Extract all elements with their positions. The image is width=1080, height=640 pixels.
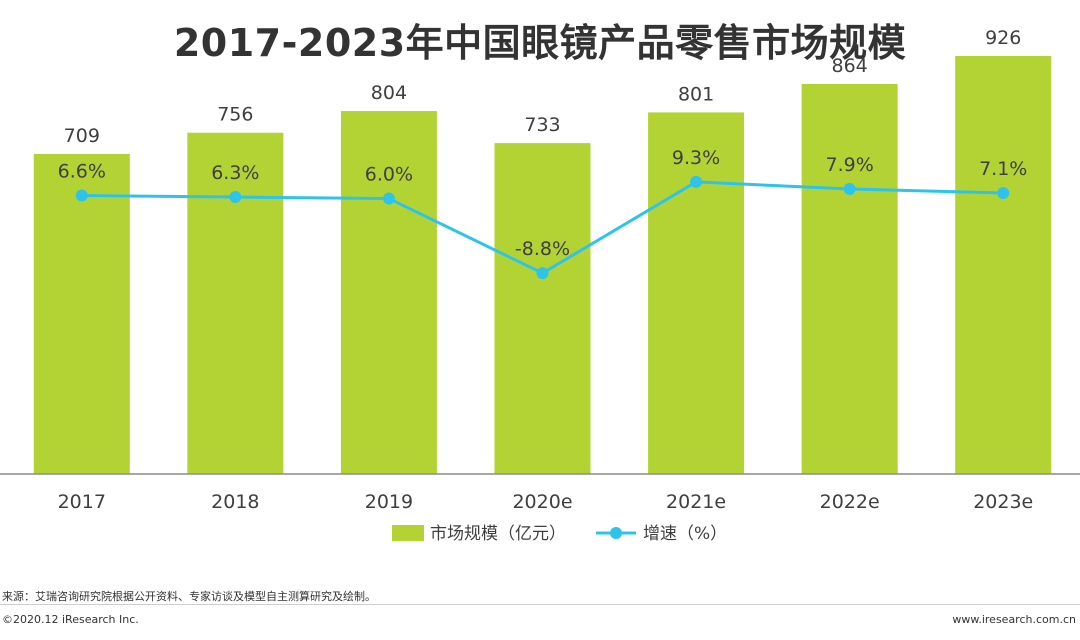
growth-value-label: 6.3% bbox=[211, 162, 259, 184]
growth-value-label: 9.3% bbox=[672, 147, 720, 169]
x-tick-label: 2018 bbox=[211, 491, 259, 513]
bar-2021e bbox=[648, 112, 745, 475]
growth-point bbox=[229, 191, 242, 204]
legend-line-label: 增速（%） bbox=[643, 524, 727, 544]
copyright-text: ©2020.12 iResearch Inc. bbox=[2, 613, 139, 626]
legend-bar-swatch bbox=[392, 525, 424, 541]
bar-2022e bbox=[801, 83, 898, 475]
x-tick-label: 2021e bbox=[666, 491, 726, 513]
x-tick-label: 2020e bbox=[512, 491, 572, 513]
bar-value-label: 801 bbox=[678, 83, 714, 105]
bar-2017 bbox=[33, 153, 130, 475]
bar-value-label: 733 bbox=[524, 114, 560, 136]
x-tick-label: 2023e bbox=[973, 491, 1033, 513]
bar-value-label: 864 bbox=[832, 55, 868, 77]
bar-value-label: 756 bbox=[217, 104, 253, 126]
bar-2019 bbox=[340, 111, 437, 475]
growth-point bbox=[997, 187, 1010, 200]
growth-point bbox=[536, 267, 549, 280]
x-tick-label: 2022e bbox=[820, 491, 880, 513]
bar-2018 bbox=[187, 132, 284, 474]
growth-point bbox=[690, 175, 703, 188]
growth-value-label: 7.9% bbox=[826, 154, 874, 176]
chart-title: 2017-2023年中国眼镜产品零售市场规模 bbox=[173, 21, 907, 65]
bar-value-label: 804 bbox=[371, 82, 407, 104]
x-tick-label: 2017 bbox=[58, 491, 106, 513]
footer-divider bbox=[0, 604, 1080, 605]
growth-point bbox=[382, 192, 395, 205]
growth-value-label: 7.1% bbox=[979, 158, 1027, 180]
legend-line-marker bbox=[610, 527, 622, 539]
growth-point bbox=[843, 182, 856, 195]
website-text: www.iresearch.com.cn bbox=[952, 613, 1076, 626]
source-note: 来源：艾瑞咨询研究院根据公开资料、专家访谈及模型自主测算研究及绘制。 bbox=[2, 590, 376, 603]
bar-2023e bbox=[955, 55, 1052, 474]
growth-point bbox=[75, 189, 88, 202]
bar-2020e bbox=[494, 143, 591, 475]
growth-value-label: 6.0% bbox=[365, 164, 413, 186]
x-tick-label: 2019 bbox=[365, 491, 413, 513]
growth-value-label: 6.6% bbox=[58, 161, 106, 183]
bar-value-label: 709 bbox=[64, 125, 100, 147]
growth-value-label: -8.8% bbox=[515, 238, 570, 260]
bar-value-label: 926 bbox=[985, 27, 1021, 49]
legend-bar-label: 市场规模（亿元） bbox=[430, 524, 566, 544]
